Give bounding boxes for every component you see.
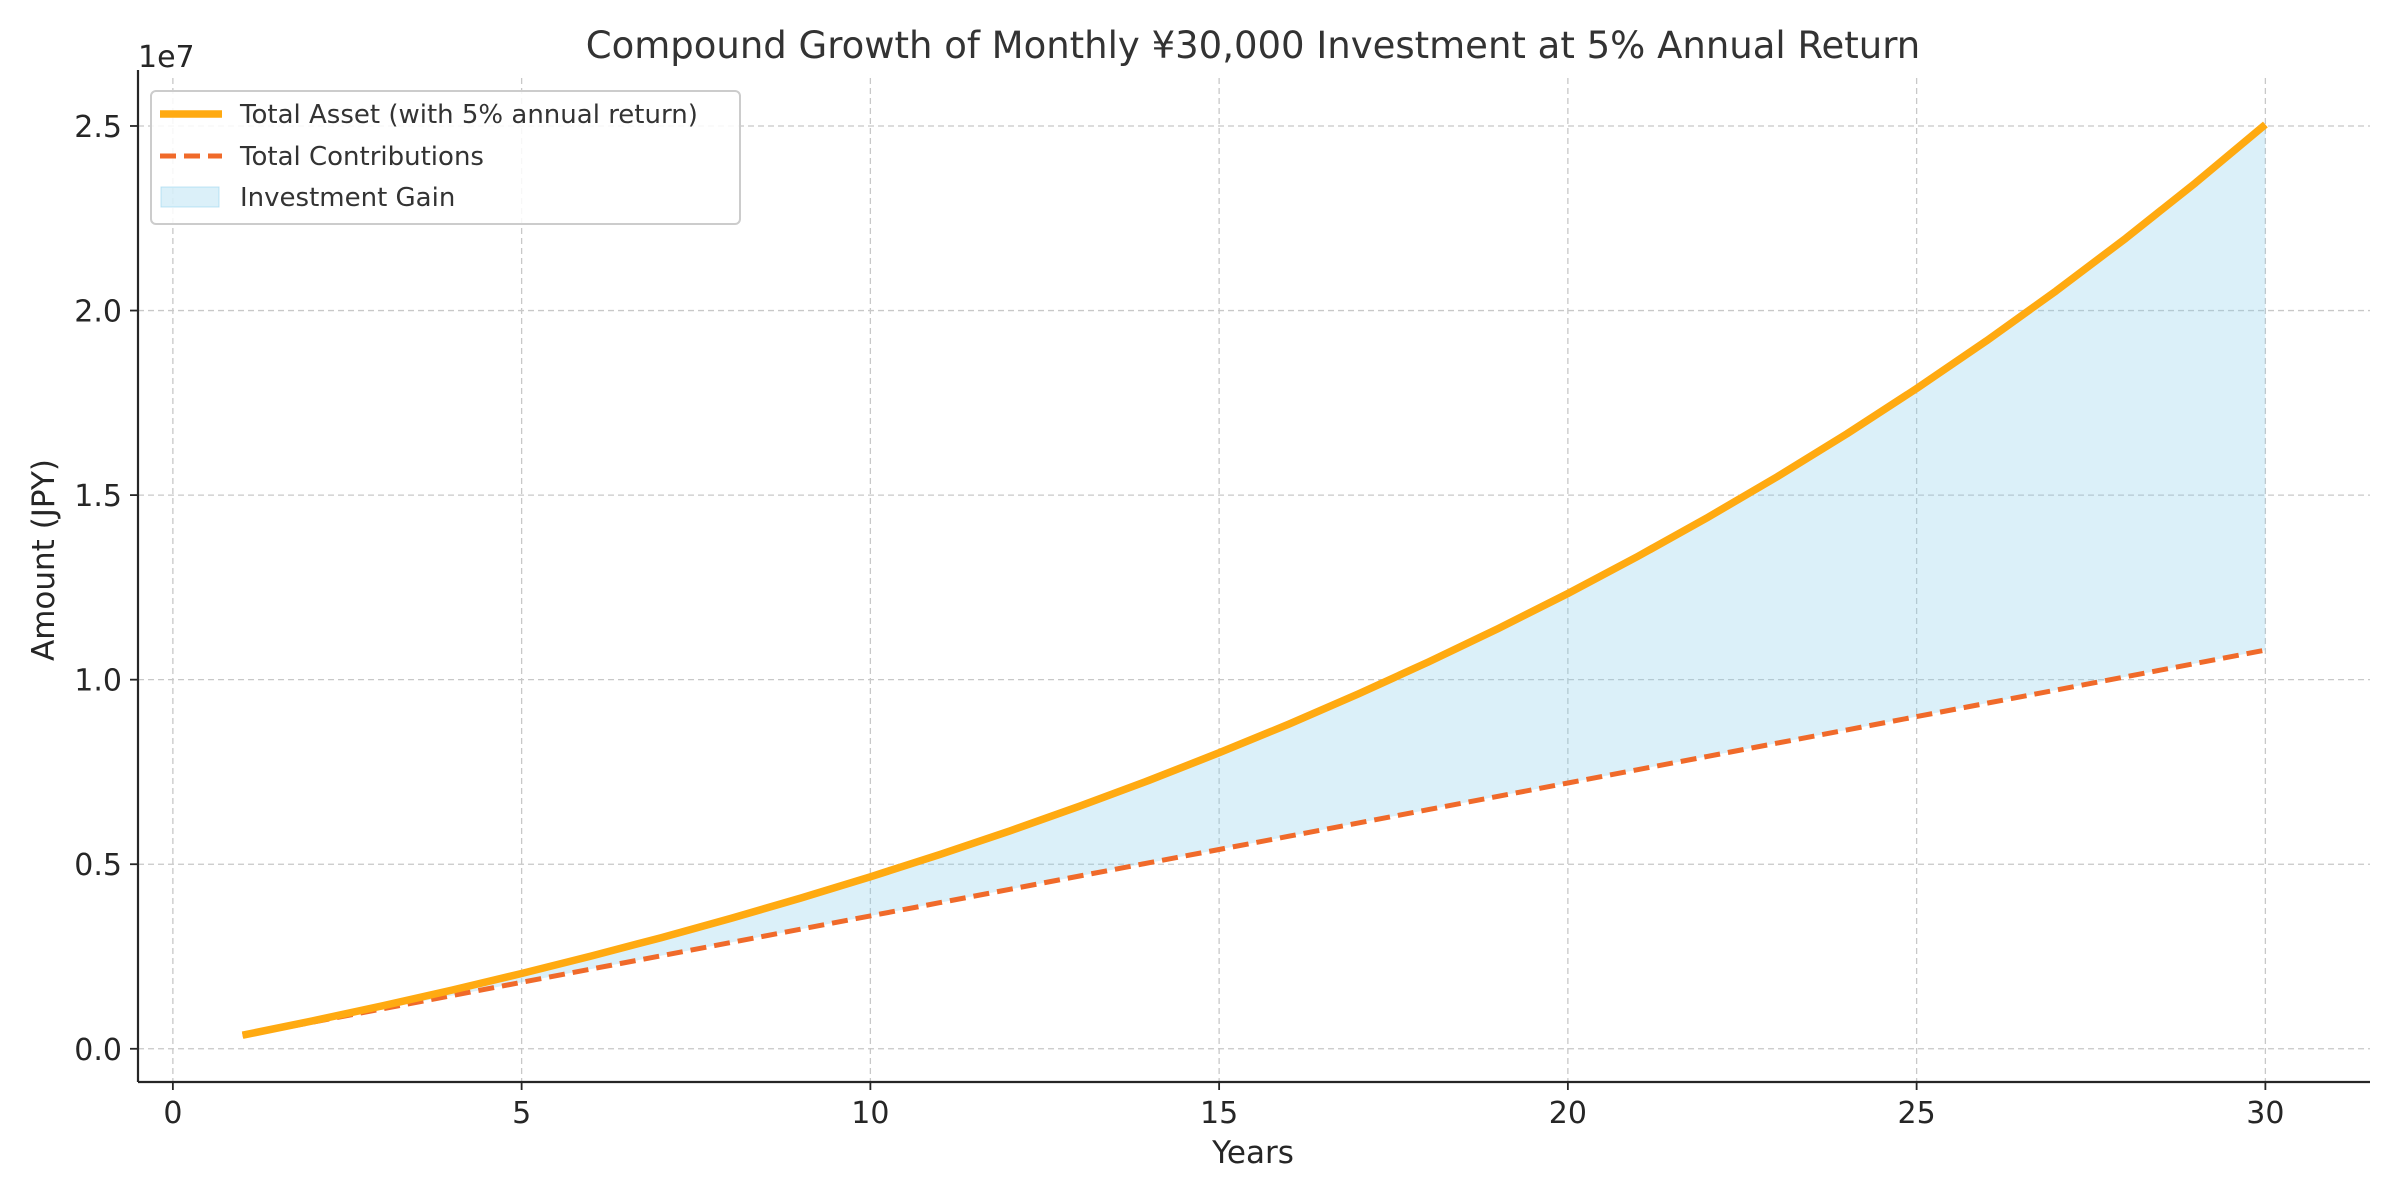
ticks: 0 5 10 15 20 25 30 0.0 0.5 1.0 1.5 2.0 2.5 — [74, 110, 2284, 1131]
legend-label-investment-gain: Investment Gain — [240, 183, 455, 213]
y-tick-label: 1.0 — [74, 664, 122, 699]
legend-label-total-contributions: Total Contributions — [239, 142, 484, 172]
y-tick-label: 2.0 — [74, 295, 122, 330]
x-tick-label: 25 — [1898, 1096, 1936, 1131]
x-tick-label: 5 — [512, 1096, 531, 1131]
series-line-total-asset — [241, 121, 2268, 1039]
x-tick-label: 30 — [2246, 1096, 2284, 1131]
y-tick-label: 2.5 — [74, 110, 122, 145]
x-axis-label: Years — [1211, 1135, 1294, 1171]
investment-gain-area — [242, 124, 2266, 1036]
y-tick-label: 1.5 — [74, 479, 122, 514]
y-axis-label: Amount (JPY) — [26, 459, 62, 661]
series-line-total-contributions — [242, 647, 2266, 1038]
legend-box — [150, 90, 741, 225]
legend: Total Asset (with 5% annual return) Tota… — [150, 90, 741, 225]
x-tick-label: 20 — [1549, 1096, 1587, 1131]
chart-title: Compound Growth of Monthly ¥30,000 Inves… — [586, 24, 1920, 67]
grid — [138, 78, 2370, 1082]
x-tick-label: 10 — [851, 1096, 889, 1131]
legend-label-total-asset: Total Asset (with 5% annual return) — [239, 100, 698, 130]
y-tick-label: 0.0 — [74, 1033, 122, 1068]
axes — [136, 70, 2370, 1084]
x-tick-label: 0 — [163, 1096, 182, 1131]
legend-swatch-investment-gain — [160, 186, 220, 208]
x-tick-label: 15 — [1200, 1096, 1238, 1131]
y-offset-label: 1e7 — [138, 40, 195, 75]
y-tick-label: 0.5 — [74, 848, 122, 883]
